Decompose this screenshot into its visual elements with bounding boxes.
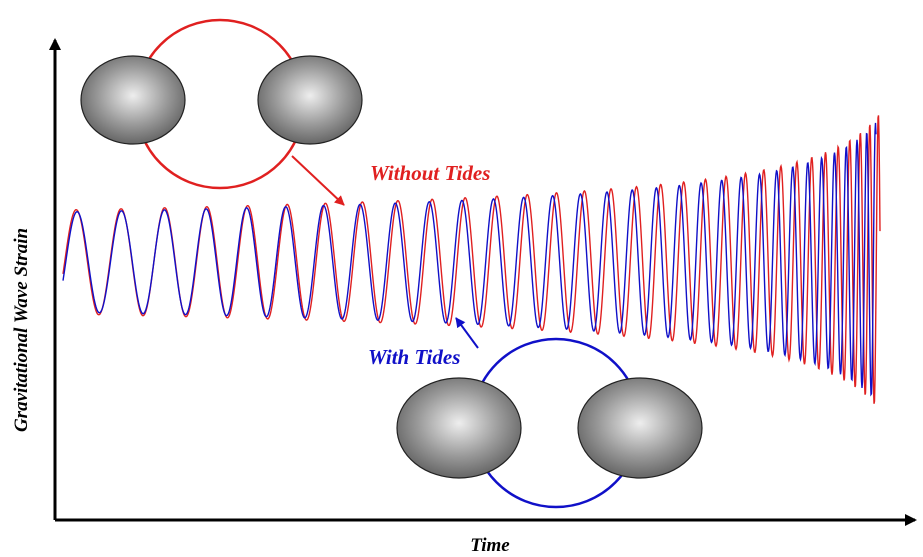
label-without-tides: Without Tides (370, 161, 490, 185)
star (80, 55, 186, 145)
star (577, 377, 703, 479)
star (257, 55, 363, 145)
arrow-blue (455, 317, 479, 349)
waveforms (62, 115, 881, 404)
label-with-tides: With Tides (368, 345, 460, 369)
star (396, 377, 522, 479)
x-axis-label: Time (470, 535, 510, 556)
y-axis-label: Gravitational Wave Strain (11, 228, 32, 432)
waveform (62, 115, 881, 404)
arrow-red (291, 155, 345, 206)
waveform (62, 122, 877, 397)
